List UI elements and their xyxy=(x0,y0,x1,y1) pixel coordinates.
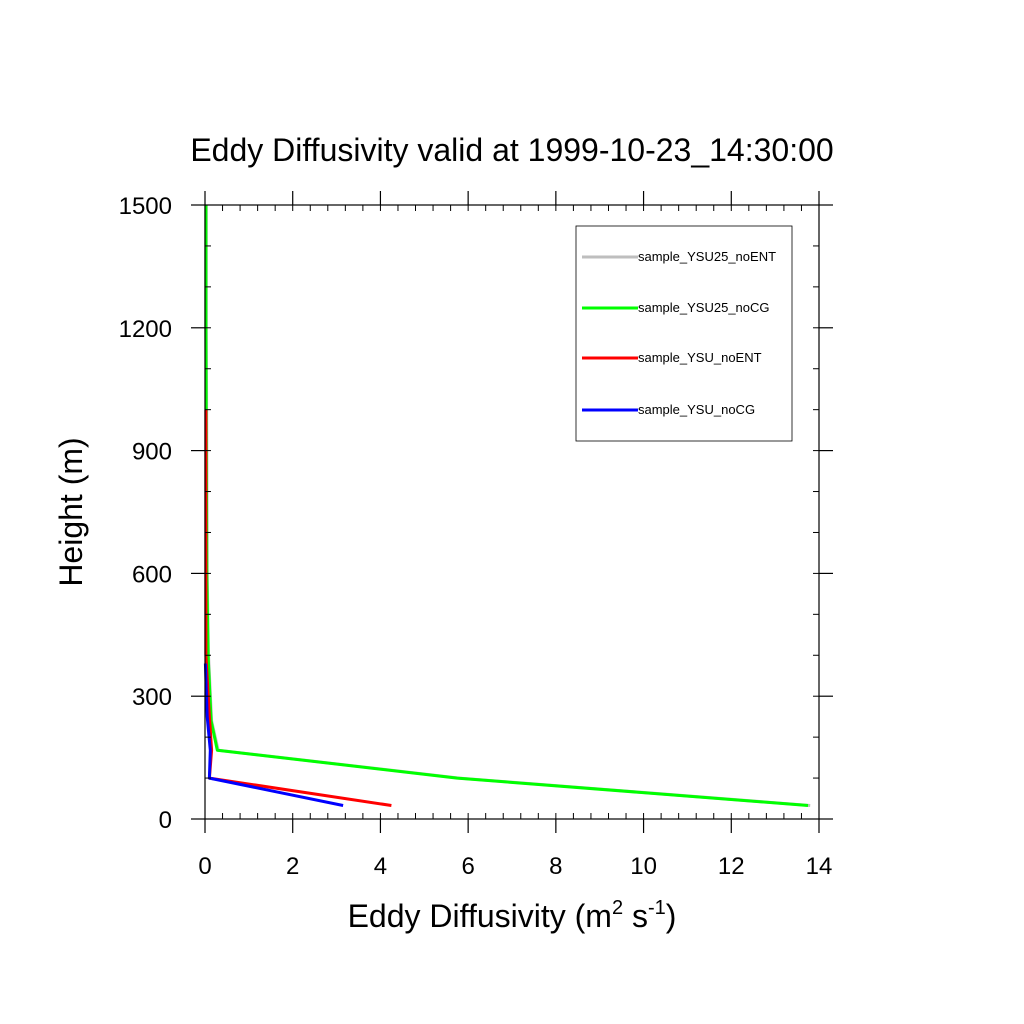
y-tick-label: 900 xyxy=(132,439,172,466)
y-tick-label: 0 xyxy=(159,807,172,834)
y-tick-label: 1500 xyxy=(119,193,172,220)
y-tick-label: 300 xyxy=(132,684,172,711)
x-tick-label: 12 xyxy=(718,853,745,880)
x-tick-label: 0 xyxy=(198,853,211,880)
legend-label: sample_YSU_noCG xyxy=(638,402,755,417)
legend-label: sample_YSU25_noCG xyxy=(638,300,770,315)
x-tick-label: 4 xyxy=(374,853,387,880)
series-line xyxy=(203,663,344,807)
y-tick-label: 600 xyxy=(132,561,172,588)
y-axis-ticks: 0 300 600 900 1200 1500 xyxy=(119,193,833,834)
x-tick-label: 10 xyxy=(630,853,657,880)
legend-box xyxy=(575,225,793,442)
legend-label: sample_YSU25_noENT xyxy=(638,249,776,264)
x-axis-label: Eddy Diffusivity (m2 s-1) xyxy=(348,897,677,934)
x-tick-label: 14 xyxy=(806,853,833,880)
chart-title: Eddy Diffusivity valid at 1999-10-23_14:… xyxy=(190,132,833,168)
x-tick-label: 8 xyxy=(549,853,562,880)
y-axis-label: Height (m) xyxy=(53,437,89,586)
legend-label: sample_YSU_noENT xyxy=(638,350,762,365)
legend: sample_YSU25_noENT sample_YSU25_noCG sam… xyxy=(575,225,793,442)
x-tick-label: 6 xyxy=(461,853,474,880)
x-tick-label: 2 xyxy=(286,853,299,880)
x-axis-ticks: 0 2 4 6 8 10 12 14 xyxy=(198,191,832,880)
plot-frame xyxy=(204,204,820,820)
y-tick-label: 1200 xyxy=(119,316,172,343)
